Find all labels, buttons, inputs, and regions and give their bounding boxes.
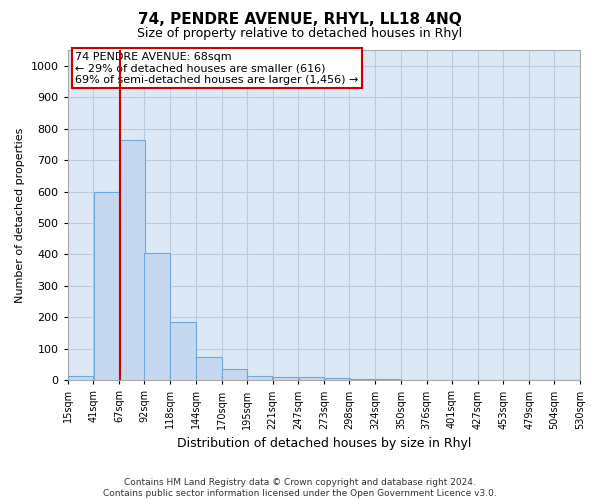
Bar <box>68 376 93 380</box>
Text: Contains HM Land Registry data © Crown copyright and database right 2024.
Contai: Contains HM Land Registry data © Crown c… <box>103 478 497 498</box>
Bar <box>222 368 247 380</box>
Text: Size of property relative to detached houses in Rhyl: Size of property relative to detached ho… <box>137 28 463 40</box>
Text: 74, PENDRE AVENUE, RHYL, LL18 4NQ: 74, PENDRE AVENUE, RHYL, LL18 4NQ <box>138 12 462 28</box>
X-axis label: Distribution of detached houses by size in Rhyl: Distribution of detached houses by size … <box>176 437 471 450</box>
Bar <box>273 377 298 380</box>
Bar <box>196 356 221 380</box>
Text: 74 PENDRE AVENUE: 68sqm
← 29% of detached houses are smaller (616)
69% of semi-d: 74 PENDRE AVENUE: 68sqm ← 29% of detache… <box>75 52 359 85</box>
Bar <box>119 140 145 380</box>
Bar <box>170 322 196 380</box>
Y-axis label: Number of detached properties: Number of detached properties <box>15 128 25 303</box>
Bar <box>247 376 272 380</box>
Bar <box>145 253 170 380</box>
Bar <box>325 378 350 380</box>
Bar <box>349 378 375 380</box>
Bar <box>299 377 324 380</box>
Bar <box>94 192 119 380</box>
